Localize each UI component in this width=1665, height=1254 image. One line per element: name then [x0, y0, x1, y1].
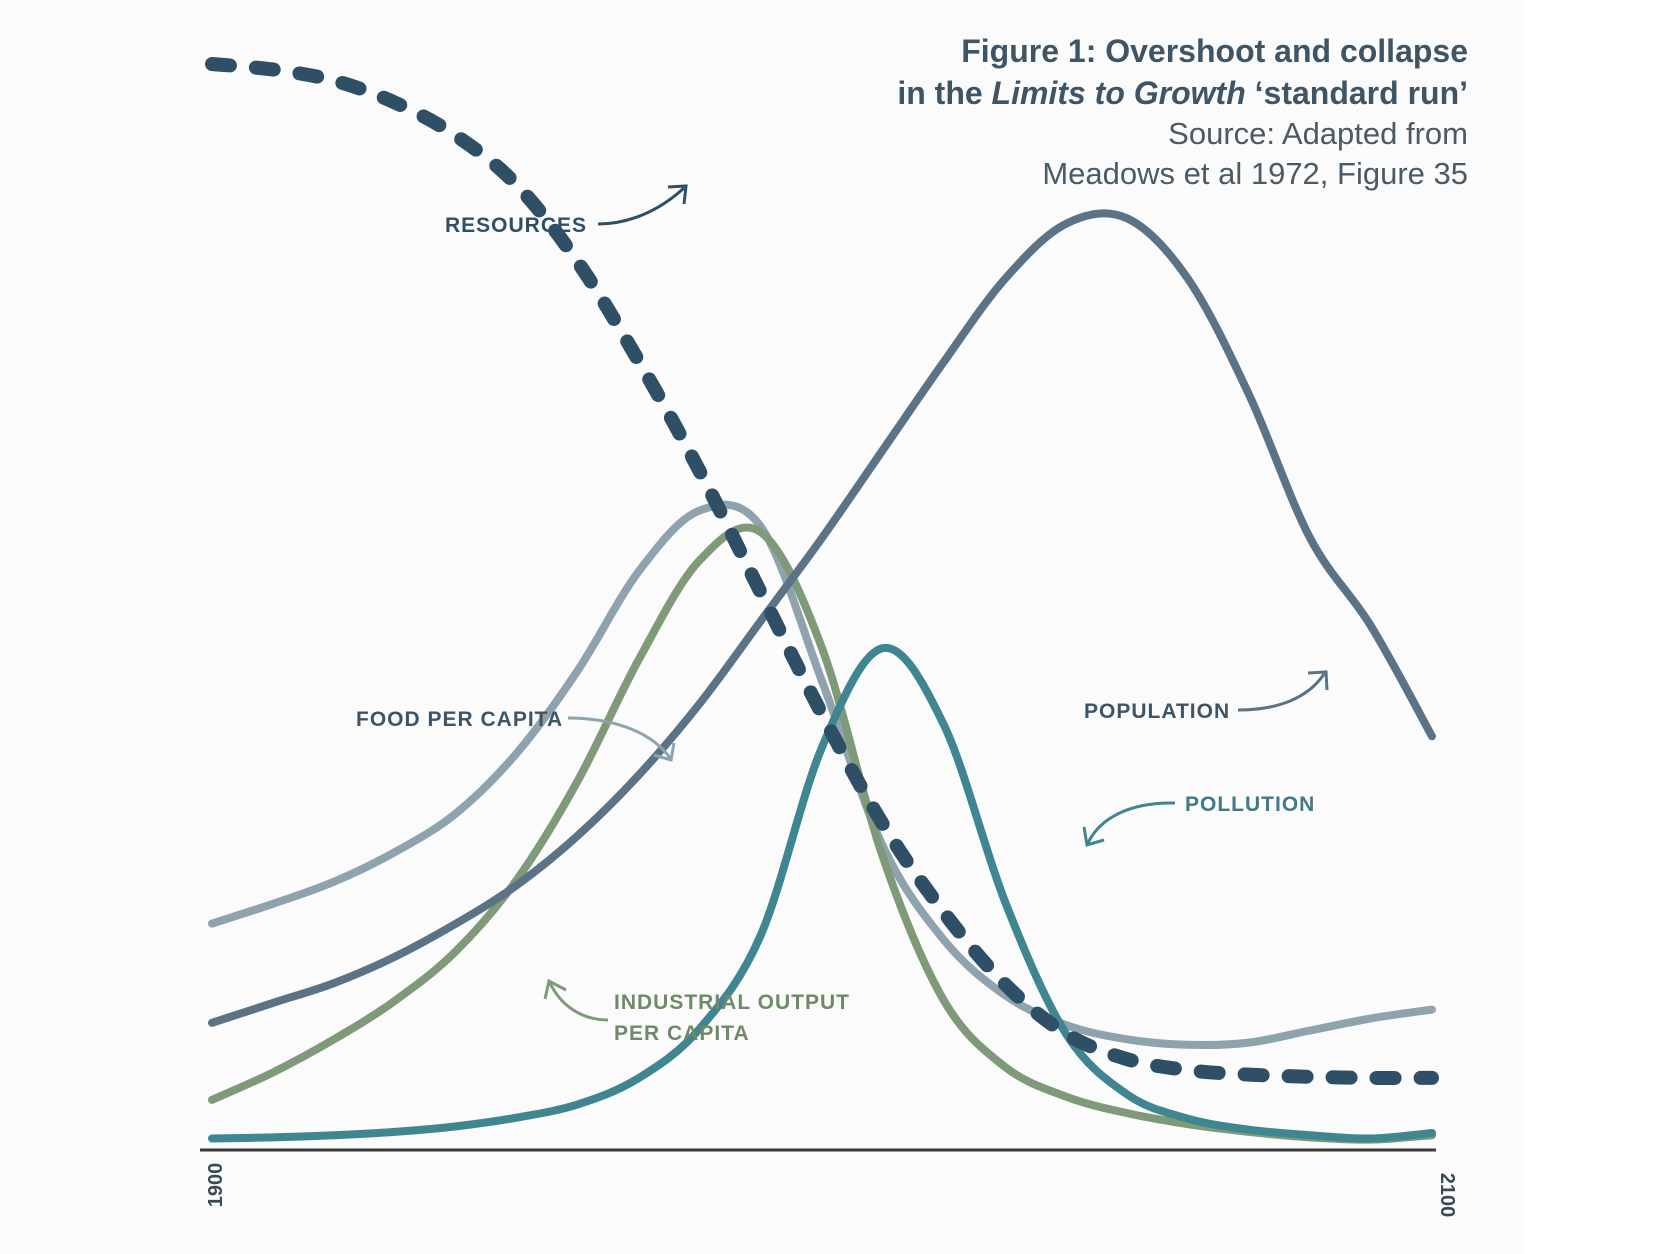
pollution-arrow — [1086, 801, 1176, 844]
label-food: FOOD PER CAPITA — [356, 708, 676, 762]
title-suffix: ‘standard run’ — [1245, 75, 1468, 111]
population-label: POPULATION — [1084, 700, 1230, 723]
industrial-label-line-1: INDUSTRIAL OUTPUT — [614, 991, 850, 1014]
food-line — [208, 500, 1436, 1050]
figure-panel — [0, 0, 1525, 1254]
source-line-2: Meadows et al 1972, Figure 35 — [1042, 156, 1468, 191]
pollution-line — [208, 644, 1436, 1143]
label-population: POPULATION — [1084, 670, 1329, 723]
population-arrow — [1237, 673, 1326, 712]
industrial-arrow — [548, 982, 609, 1022]
figure-title-line-2: in the Limits to Growth ‘standard run’ — [897, 72, 1468, 114]
resources-label: RESOURCES — [445, 214, 587, 237]
x-tick-start: 1900 — [205, 1163, 227, 1208]
pollution-label: POLLUTION — [1185, 793, 1315, 816]
resources-arrowhead-icon — [667, 184, 688, 205]
title-prefix: in the — [897, 75, 992, 111]
industrial-line — [208, 523, 1436, 1144]
x-tick-end: 2100 — [1436, 1173, 1458, 1218]
source-line-1: Source: Adapted from — [1168, 116, 1468, 151]
title-book-name: Limits to Growth — [991, 75, 1246, 111]
resources-line — [205, 57, 1439, 1085]
label-industrial: INDUSTRIAL OUTPUT PER CAPITA — [543, 978, 850, 1045]
resources-arrow — [597, 186, 686, 226]
population-arrowhead-icon — [1307, 670, 1329, 691]
food-label: FOOD PER CAPITA — [356, 708, 563, 731]
figure-title-block: Figure 1: Overshoot and collapse in the … — [897, 30, 1468, 194]
label-pollution: POLLUTION — [1082, 793, 1315, 847]
pollution-arrowhead-icon — [1082, 826, 1105, 847]
food-arrow — [567, 716, 672, 759]
series-layer — [205, 57, 1439, 1144]
food-arrowhead-icon — [653, 742, 676, 762]
industrial-arrowhead-icon — [543, 978, 567, 1000]
figure-title-line-1: Figure 1: Overshoot and collapse — [961, 33, 1468, 69]
population-line — [208, 209, 1436, 1027]
industrial-label-line-2: PER CAPITA — [614, 1022, 750, 1045]
label-resources: RESOURCES — [445, 184, 688, 237]
